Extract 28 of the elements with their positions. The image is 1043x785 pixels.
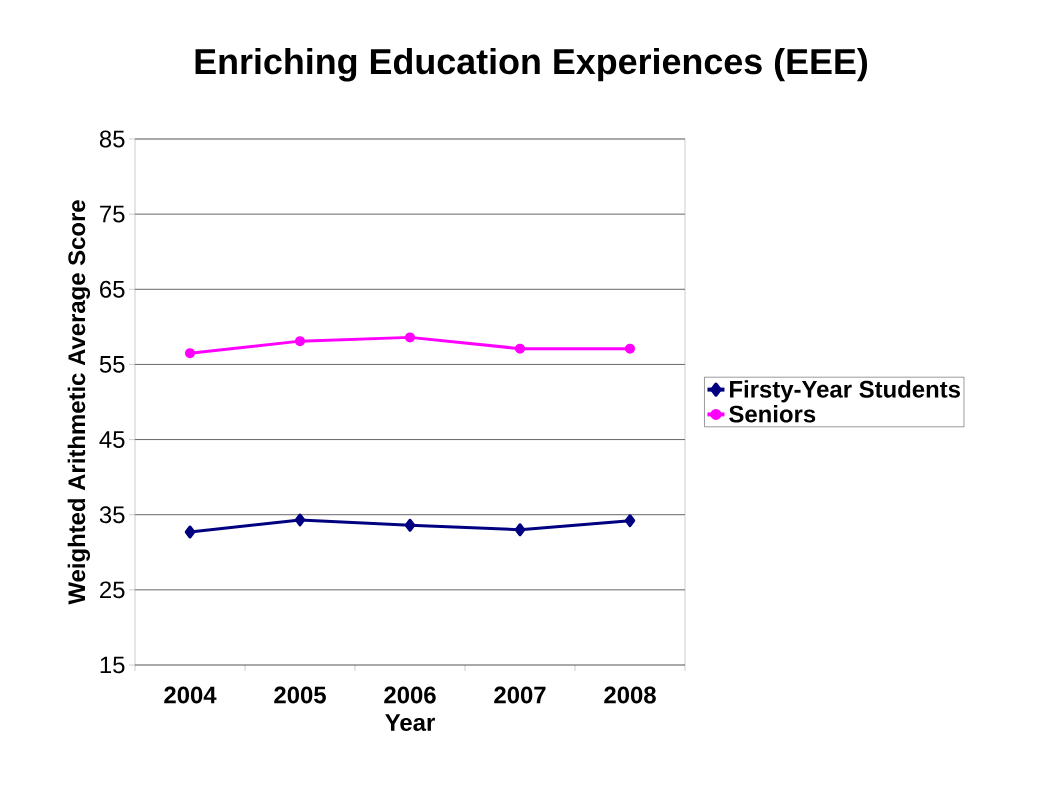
x-axis-title: Year bbox=[385, 714, 435, 731]
point bbox=[624, 514, 636, 528]
point bbox=[184, 525, 196, 539]
y-tick-label: 25 bbox=[100, 581, 125, 599]
y-tick-label: 75 bbox=[100, 205, 125, 223]
point bbox=[294, 513, 306, 527]
point bbox=[405, 332, 415, 343]
legend-label: Firsty-Year Students bbox=[730, 380, 960, 403]
point bbox=[514, 523, 526, 537]
point bbox=[185, 348, 195, 359]
legend-label: Seniors bbox=[729, 404, 816, 423]
y-axis-title: Weighted Arithmetic Average Score bbox=[67, 200, 91, 605]
y-tick-label: 65 bbox=[100, 280, 125, 298]
x-tick-label: 2008 bbox=[604, 686, 656, 704]
x-tick-label: 2007 bbox=[494, 686, 546, 704]
y-tick-label: 55 bbox=[99, 356, 125, 373]
x-tick-label: 2004 bbox=[164, 686, 217, 704]
x-tick-label: 2006 bbox=[384, 686, 436, 704]
y-tick-label: 45 bbox=[99, 431, 125, 448]
y-tick-label: 15 bbox=[100, 656, 125, 674]
y-tick-label: 35 bbox=[99, 506, 125, 524]
x-tick-label: 2005 bbox=[274, 686, 326, 704]
point bbox=[625, 343, 635, 354]
y-tick-label: 85 bbox=[99, 130, 125, 148]
point bbox=[295, 336, 305, 347]
chart-title: Enriching Education Experiences (EEE) bbox=[195, 47, 868, 82]
point bbox=[515, 343, 525, 354]
point bbox=[404, 518, 416, 532]
